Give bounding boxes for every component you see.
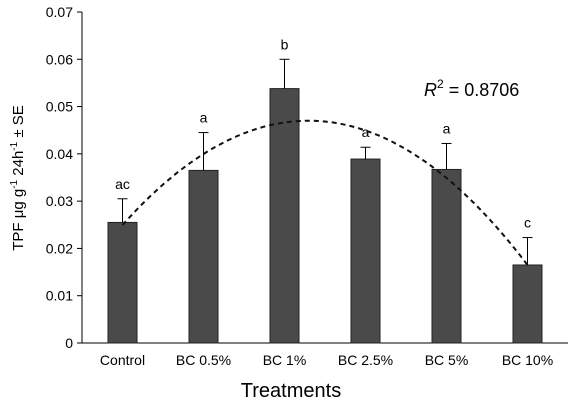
x-axis-title: Treatments [241,380,341,402]
bars [107,88,543,344]
x-tick-label: BC 1% [263,352,307,368]
significance-label: a [443,120,451,136]
bar [188,169,219,344]
y-tick-label: 0 [65,335,73,351]
y-axis-title-mid: 24h [10,151,27,180]
y-axis: 0 0.01 0.02 0.03 0.04 0.05 0.06 0.07 [46,4,83,351]
significance-label: a [200,110,208,126]
significance-label: a [362,124,370,140]
y-tick-label: 0.01 [46,288,73,304]
y-axis-title-tail: ± SE [10,105,27,142]
bar [269,88,300,344]
bar [350,158,381,344]
x-tick-label: BC 10% [502,352,553,368]
bar [107,221,138,344]
x-tick-label: BC 5% [425,352,469,368]
r-squared-symbol: R [424,80,437,100]
r-squared-superscript: 2 [437,77,444,91]
y-tick-label: 0.03 [46,193,73,209]
r-squared-value: = 0.8706 [444,80,520,100]
error-bars [117,58,533,265]
significance-label: ac [115,176,130,192]
y-tick-label: 0.06 [46,51,73,67]
y-axis-title-sup2: -1 [9,141,20,150]
significance-label: b [281,36,289,52]
y-tick-label: 0.05 [46,99,73,115]
significance-label: c [524,215,531,231]
y-axis-title-base: TPF μg g [10,189,27,251]
y-tick-label: 0.07 [46,4,73,20]
trendline [121,119,529,266]
y-tick-label: 0.02 [46,240,73,256]
x-axis: Control BC 0.5% BC 1% BC 2.5% BC 5% BC 10% [82,342,568,368]
x-tick-label: Control [100,352,145,368]
y-axis-title-sup1: -1 [9,179,20,188]
bar [512,264,543,344]
y-tick-label: 0.04 [46,146,73,162]
bar [431,168,462,344]
r-squared-label: R2 = 0.8706 [424,77,519,100]
x-tick-label: BC 2.5% [338,352,393,368]
x-tick-label: BC 0.5% [176,352,231,368]
y-axis-title: TPF μg g-1 24h-1 ± SE [9,105,27,251]
